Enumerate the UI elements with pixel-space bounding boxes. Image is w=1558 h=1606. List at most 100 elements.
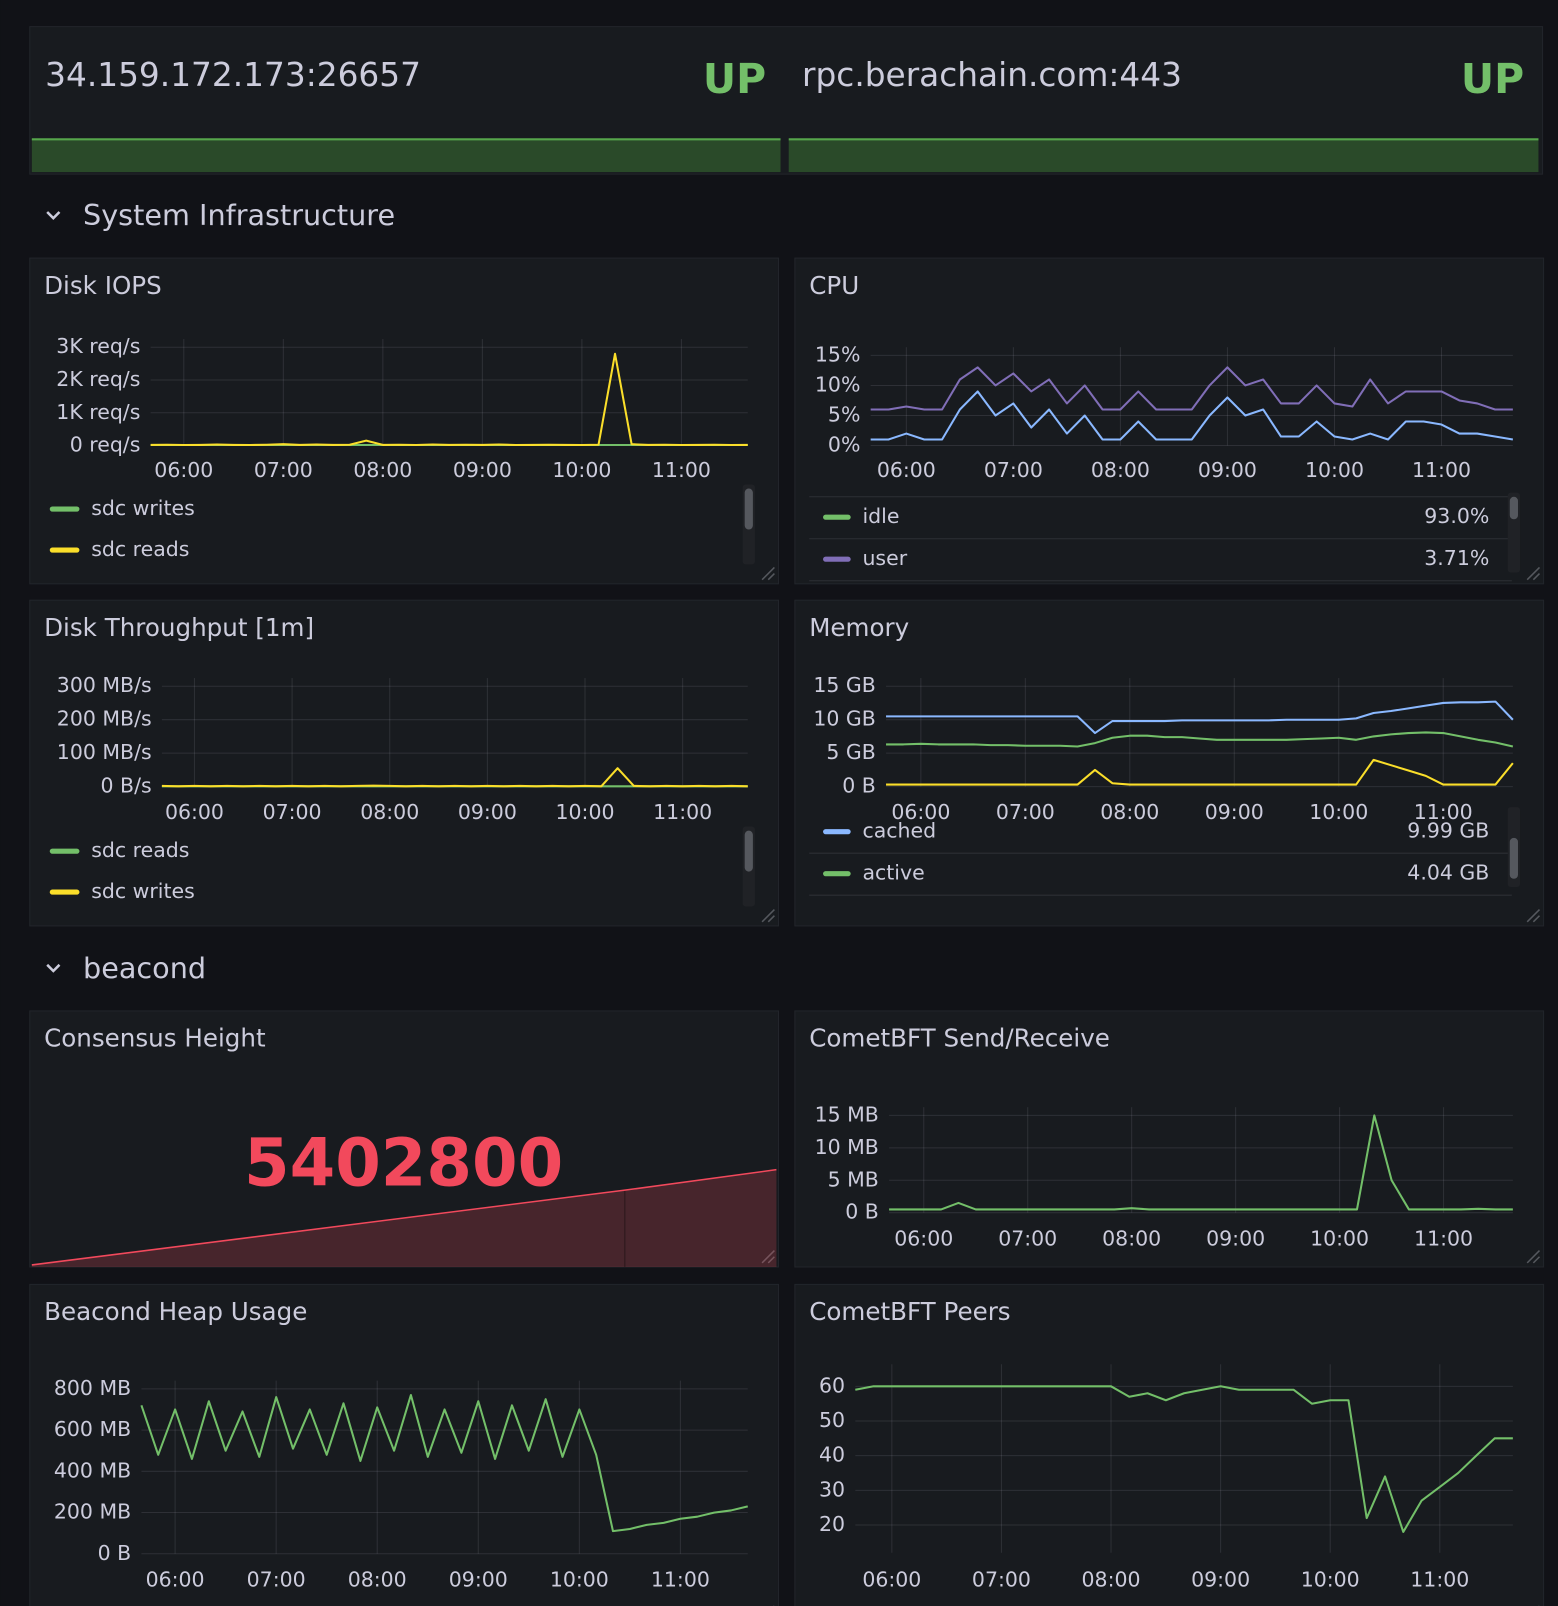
x-tick-label: 11:00	[1410, 1567, 1469, 1591]
legend-label: sdc writes	[91, 879, 195, 903]
panel-title: Consensus Height	[44, 1024, 266, 1053]
y-tick-label: 2K req/s	[56, 367, 140, 391]
scrollbar-thumb[interactable]	[744, 488, 753, 530]
panel	[29, 1010, 779, 1268]
panel	[29, 599, 779, 927]
series-line	[889, 1114, 1513, 1211]
x-tick-label: 07:00	[263, 800, 322, 824]
legend-value: 9.99 GB	[1407, 819, 1489, 843]
sparkline	[31, 1168, 777, 1266]
y-tick-label: 10%	[815, 372, 860, 396]
y-tick-label: 10 GB	[813, 707, 875, 731]
panel-title: Disk Throughput [1m]	[44, 613, 314, 642]
y-tick-label: 100 MB/s	[57, 740, 152, 764]
x-tick-label: 11:00	[652, 458, 711, 482]
x-tick-label: 10:00	[552, 458, 611, 482]
panel	[29, 1283, 779, 1606]
y-tick-label: 600 MB	[54, 1417, 131, 1441]
scrollbar-thumb[interactable]	[744, 830, 753, 872]
x-tick-label: 07:00	[247, 1567, 306, 1591]
y-tick-label: 15%	[815, 342, 860, 366]
x-tick-label: 06:00	[165, 800, 224, 824]
y-tick-label: 40	[819, 1443, 845, 1467]
panel	[29, 257, 779, 585]
section-title[interactable]: System Infrastructure	[83, 198, 395, 232]
panel-title: CometBFT Peers	[809, 1297, 1010, 1326]
series-line	[855, 1385, 1513, 1533]
x-tick-label: 06:00	[146, 1567, 205, 1591]
y-tick-label: 800 MB	[54, 1376, 131, 1400]
y-tick-label: 300 MB/s	[57, 673, 152, 697]
series-line	[886, 731, 1514, 748]
series-line	[870, 390, 1514, 441]
collapse-chevron[interactable]	[46, 963, 61, 973]
legend-label: user	[862, 546, 907, 570]
x-tick-label: 07:00	[972, 1567, 1031, 1591]
resize-handle	[1526, 908, 1541, 923]
y-tick-label: 10 MB	[815, 1135, 879, 1159]
x-tick-label: 08:00	[1100, 800, 1159, 824]
status-bar	[31, 139, 781, 173]
x-tick-label: 08:00	[1091, 458, 1150, 482]
series-line	[150, 352, 748, 447]
series-line	[886, 758, 1514, 786]
x-tick-label: 06:00	[877, 458, 936, 482]
series-line	[870, 366, 1513, 411]
panel-title: Memory	[809, 613, 909, 642]
legend-label: sdc writes	[91, 496, 195, 520]
x-tick-label: 11:00	[653, 800, 712, 824]
y-tick-label: 200 MB	[54, 1500, 131, 1524]
y-tick-label: 50	[819, 1408, 845, 1432]
legend-value: 93.0%	[1424, 504, 1489, 528]
x-tick-label: 07:00	[254, 458, 313, 482]
resize-handle	[761, 566, 775, 581]
y-tick-label: 200 MB/s	[57, 707, 152, 731]
y-tick-label: 400 MB	[54, 1458, 131, 1482]
x-tick-label: 06:00	[862, 1567, 921, 1591]
y-tick-label: 15 GB	[813, 673, 875, 697]
scrollbar-thumb[interactable]	[1509, 837, 1518, 879]
x-tick-label: 07:00	[984, 458, 1043, 482]
legend-label: sdc reads	[91, 537, 189, 561]
series-line	[140, 1393, 749, 1533]
x-tick-label: 10:00	[1309, 800, 1368, 824]
status-target: rpc.berachain.com:443	[802, 56, 1182, 94]
y-tick-label: 0 B	[842, 774, 876, 798]
x-tick-label: 08:00	[1082, 1567, 1141, 1591]
resize-handle	[761, 908, 775, 923]
legend-label: cached	[862, 819, 936, 843]
legend-value: 3.71%	[1424, 546, 1489, 570]
x-tick-label: 11:00	[1414, 800, 1473, 824]
x-tick-label: 08:00	[360, 800, 419, 824]
scrollbar-thumb[interactable]	[1509, 496, 1518, 520]
y-tick-label: 20	[819, 1512, 845, 1536]
section-title[interactable]: beacond	[83, 951, 206, 985]
x-tick-label: 11:00	[1414, 1226, 1473, 1250]
y-tick-label: 0 B	[98, 1541, 132, 1565]
y-tick-label: 0%	[828, 433, 860, 457]
series-line	[886, 700, 1514, 735]
x-tick-label: 08:00	[353, 458, 412, 482]
y-tick-label: 5 GB	[826, 740, 875, 764]
status-state: UP	[1461, 55, 1524, 103]
x-tick-label: 11:00	[651, 1567, 710, 1591]
x-tick-label: 10:00	[1301, 1567, 1360, 1591]
resize-handle	[1526, 1250, 1541, 1264]
y-tick-label: 3K req/s	[56, 334, 140, 358]
legend-value: 4.04 GB	[1407, 861, 1489, 885]
x-tick-label: 08:00	[348, 1567, 407, 1591]
series-line	[161, 767, 748, 788]
collapse-chevron[interactable]	[46, 211, 61, 220]
x-tick-label: 09:00	[1191, 1567, 1250, 1591]
legend: cached 9.99 GB active 4.04 GB	[809, 819, 1512, 896]
x-tick-label: 10:00	[1310, 1226, 1369, 1250]
y-tick-label: 5%	[828, 402, 860, 426]
legend-label: active	[862, 861, 924, 885]
x-tick-label: 11:00	[1412, 458, 1471, 482]
panel	[794, 599, 1545, 927]
x-tick-label: 08:00	[1102, 1226, 1161, 1250]
panel-title: CometBFT Send/Receive	[809, 1024, 1110, 1053]
legend-label: sdc reads	[91, 838, 189, 862]
